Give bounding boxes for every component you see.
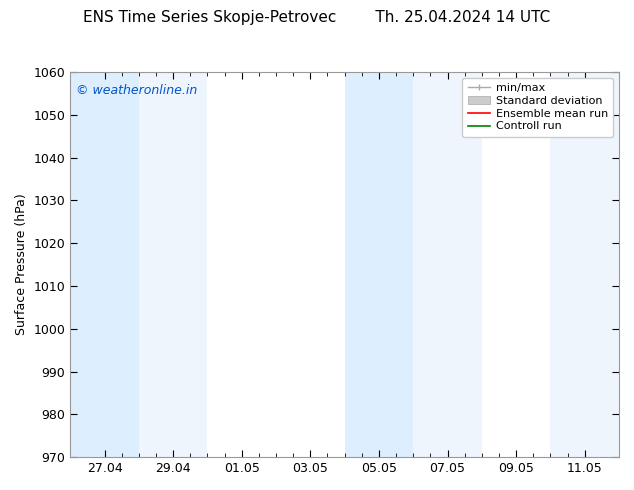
Bar [345,72,413,457]
Bar [550,72,619,457]
Bar [139,72,207,457]
Y-axis label: Surface Pressure (hPa): Surface Pressure (hPa) [15,194,28,336]
Legend: min/max, Standard deviation, Ensemble mean run, Controll run: min/max, Standard deviation, Ensemble me… [462,77,614,137]
Text: © weatheronline.in: © weatheronline.in [76,84,197,97]
Bar [70,72,139,457]
Text: ENS Time Series Skopje-Petrovec        Th. 25.04.2024 14 UTC: ENS Time Series Skopje-Petrovec Th. 25.0… [84,10,550,25]
Bar [413,72,482,457]
